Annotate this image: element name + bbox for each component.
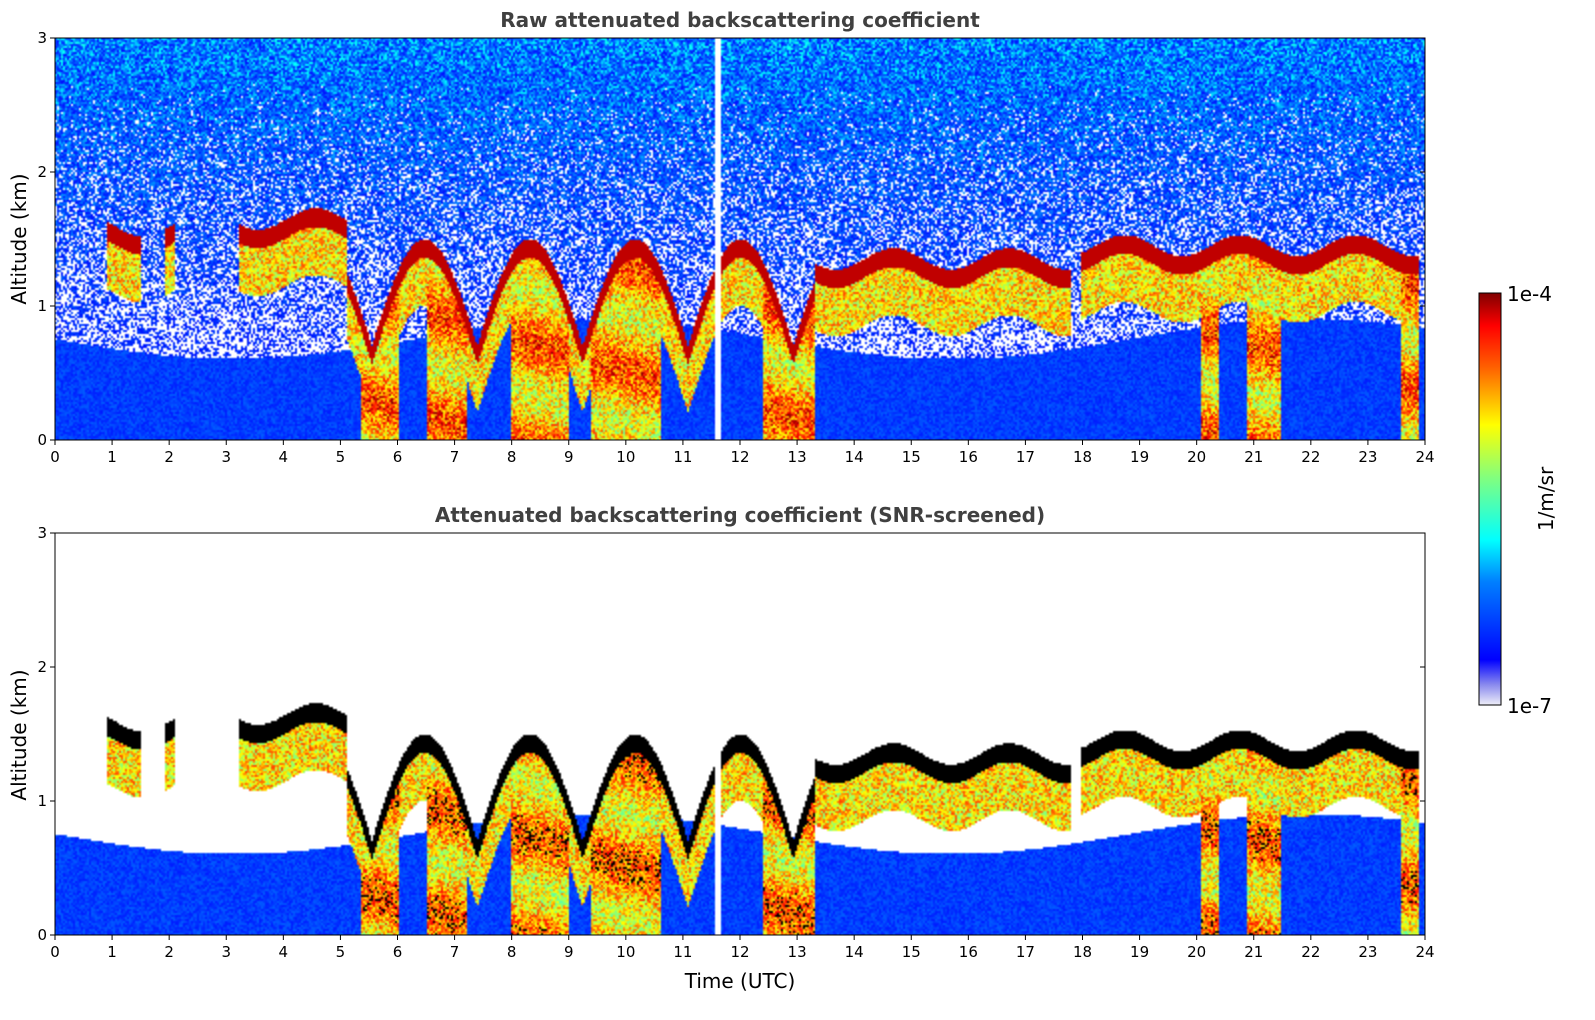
panel-raw-x-ticks: 0 1 2 3 4 5 6 7 8 9 10 11 12 13 14 15 16 17 18 19 20 21 22 23 24 <box>50 440 1435 466</box>
x-tick-label: 24 <box>1415 943 1434 961</box>
colorbar-unit-label: 1/m/sr <box>1534 466 1558 531</box>
x-tick-label: 1 <box>107 943 117 961</box>
y-tick-label: 0 <box>37 431 47 449</box>
panel-raw: Raw attenuated backscattering coefficien… <box>7 8 1435 466</box>
x-tick-label: 11 <box>673 943 692 961</box>
y-tick-label: 1 <box>37 792 47 810</box>
x-tick-label: 22 <box>1301 448 1320 466</box>
x-tick-label: 23 <box>1358 448 1377 466</box>
x-tick-label: 10 <box>616 448 635 466</box>
x-tick-label: 11 <box>673 448 692 466</box>
x-tick-label: 24 <box>1415 448 1434 466</box>
x-tick-label: 2 <box>164 943 174 961</box>
x-tick-label: 6 <box>393 448 403 466</box>
x-tick-label: 15 <box>902 448 921 466</box>
x-tick-label: 4 <box>279 448 289 466</box>
x-tick-label: 18 <box>1073 943 1092 961</box>
x-tick-label: 8 <box>507 943 517 961</box>
y-tick-label: 3 <box>37 29 47 47</box>
panel-raw-y-ticks: 0 1 2 3 <box>37 29 1425 449</box>
x-tick-label: 14 <box>845 943 864 961</box>
x-tick-label: 7 <box>450 448 460 466</box>
panel-screened-y-ticks: 0 1 2 3 <box>37 524 1425 944</box>
x-tick-label: 6 <box>393 943 403 961</box>
x-tick-label: 2 <box>164 448 174 466</box>
panel-raw-title: Raw attenuated backscattering coefficien… <box>500 8 980 32</box>
x-tick-label: 21 <box>1244 943 1263 961</box>
y-tick-label: 1 <box>37 297 47 315</box>
colorbar-max-label: 1e-4 <box>1507 282 1552 306</box>
x-tick-label: 19 <box>1130 943 1149 961</box>
x-tick-label: 4 <box>279 943 289 961</box>
x-tick-label: 5 <box>336 943 346 961</box>
x-tick-label: 10 <box>616 943 635 961</box>
x-tick-label: 0 <box>50 448 60 466</box>
y-tick-label: 2 <box>37 163 47 181</box>
x-tick-label: 8 <box>507 448 517 466</box>
colorbar-gradient <box>1478 292 1502 706</box>
x-tick-label: 17 <box>1016 943 1035 961</box>
x-tick-label: 18 <box>1073 448 1092 466</box>
x-tick-label: 3 <box>221 943 231 961</box>
x-tick-label: 12 <box>730 943 749 961</box>
x-tick-label: 17 <box>1016 448 1035 466</box>
x-tick-label: 7 <box>450 943 460 961</box>
x-tick-label: 19 <box>1130 448 1149 466</box>
panel-screened-x-ticks: 0 1 2 3 4 5 6 7 8 9 10 11 12 13 14 15 16 17 18 19 20 21 22 23 24 <box>50 935 1435 961</box>
x-tick-label: 14 <box>845 448 864 466</box>
panel-screened: Attenuated backscattering coefficient (S… <box>7 503 1435 993</box>
x-tick-label: 13 <box>788 943 807 961</box>
x-tick-label: 13 <box>788 448 807 466</box>
x-tick-label: 15 <box>902 943 921 961</box>
x-tick-label: 23 <box>1358 943 1377 961</box>
x-tick-label: 16 <box>959 448 978 466</box>
x-tick-label: 3 <box>221 448 231 466</box>
panel-raw-heatmap <box>55 38 1425 440</box>
x-tick-label: 5 <box>336 448 346 466</box>
x-tick-label: 9 <box>564 448 574 466</box>
x-tick-label: 12 <box>730 448 749 466</box>
x-tick-label: 0 <box>50 943 60 961</box>
y-tick-label: 3 <box>37 524 47 542</box>
panel-raw-ylabel: Altitude (km) <box>7 173 31 304</box>
panel-screened-heatmap <box>55 533 1425 935</box>
y-tick-label: 0 <box>37 926 47 944</box>
x-tick-label: 20 <box>1187 448 1206 466</box>
x-tick-label: 1 <box>107 448 117 466</box>
x-tick-label: 21 <box>1244 448 1263 466</box>
x-tick-label: 16 <box>959 943 978 961</box>
colorbar: 1e-4 1e-7 1/m/sr <box>1478 282 1558 718</box>
x-tick-label: 20 <box>1187 943 1206 961</box>
x-tick-label: 22 <box>1301 943 1320 961</box>
x-tick-label: 9 <box>564 943 574 961</box>
panel-screened-xlabel: Time (UTC) <box>684 969 796 993</box>
panel-screened-ylabel: Altitude (km) <box>7 669 31 800</box>
panel-screened-title: Attenuated backscattering coefficient (S… <box>435 503 1045 527</box>
colorbar-min-label: 1e-7 <box>1507 694 1552 718</box>
y-tick-label: 2 <box>37 658 47 676</box>
